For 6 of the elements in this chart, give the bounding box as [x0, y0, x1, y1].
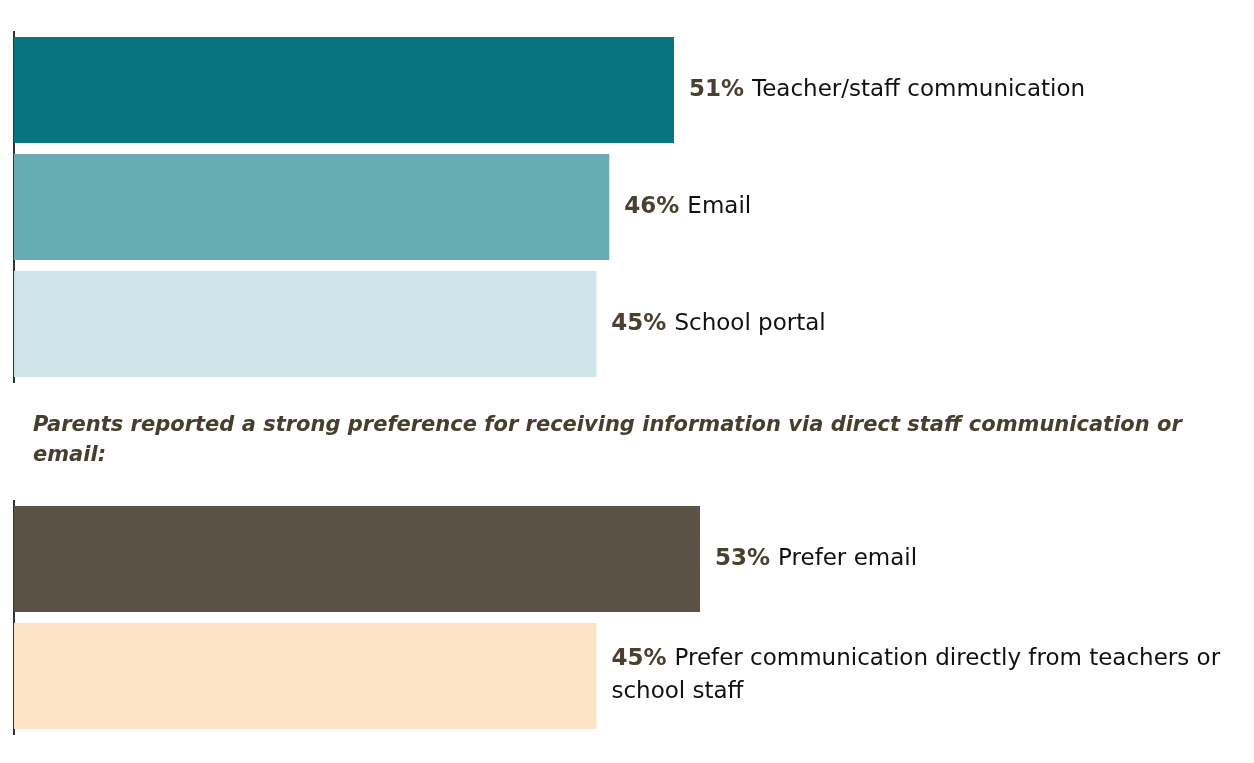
data-label: 53% Prefer email: [715, 543, 918, 570]
chart-title: Parents reported a strong preference for receiving information via direct staff communication or email:: [33, 411, 1184, 468]
data-label: 46% Email: [624, 191, 752, 218]
data-label: 51% Teacher/staff communication: [689, 74, 1086, 101]
data-label: 45% School portal: [611, 308, 826, 335]
data-label: 45% Prefer communication directly from teachers or school staff: [611, 644, 1221, 704]
